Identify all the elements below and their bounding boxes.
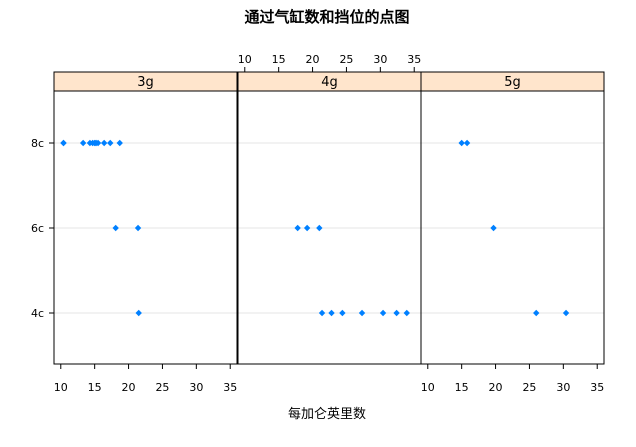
x-tick-label: 25 bbox=[522, 381, 536, 394]
data-point bbox=[328, 309, 335, 317]
x-tick-label: 35 bbox=[223, 381, 237, 394]
y-tick-label-8c: 8c bbox=[31, 137, 44, 150]
x-tick-label: 15 bbox=[455, 381, 469, 394]
x-tick-label: 15 bbox=[272, 53, 286, 66]
x-tick-label: 10 bbox=[54, 381, 68, 394]
strip-label-4g: 4g bbox=[321, 75, 338, 90]
data-point bbox=[358, 309, 366, 317]
x-tick-label: 20 bbox=[489, 381, 503, 394]
data-point bbox=[116, 139, 123, 147]
x-tick-label: 10 bbox=[238, 53, 252, 66]
x-tick-label: 30 bbox=[556, 381, 570, 394]
x-tick-label: 15 bbox=[88, 381, 102, 394]
x-tick-label: 30 bbox=[373, 53, 387, 66]
axes: 10 15 20 25 30 35 10 15 20 25 30 35 10 15 20 25 30 35 8c 6c… bbox=[31, 53, 604, 394]
chart-title: 通过气缸数和挡位的点图 bbox=[244, 8, 409, 26]
data-point bbox=[533, 309, 540, 317]
data-point bbox=[318, 309, 326, 317]
data-point bbox=[393, 309, 400, 317]
y-tick-label-4c: 4c bbox=[31, 307, 44, 320]
data-point bbox=[107, 139, 114, 147]
panel-3g: 3g bbox=[53, 71, 238, 365]
data-point bbox=[60, 139, 67, 147]
data-point bbox=[463, 139, 471, 147]
strip-label-3g: 3g bbox=[137, 75, 154, 90]
data-point bbox=[490, 224, 497, 232]
data-point bbox=[458, 139, 465, 147]
x-tick-label: 10 bbox=[421, 381, 435, 394]
x-tick-label: 25 bbox=[339, 53, 353, 66]
y-tick-label-6c: 6c bbox=[31, 222, 44, 235]
panel-5g: 5g bbox=[420, 71, 605, 365]
data-point bbox=[112, 224, 119, 232]
data-point bbox=[79, 139, 87, 147]
data-point bbox=[303, 224, 311, 232]
data-point bbox=[100, 139, 108, 147]
strip-label-5g: 5g bbox=[504, 75, 521, 90]
data-point bbox=[562, 309, 570, 317]
data-point bbox=[135, 309, 142, 317]
x-tick-label: 20 bbox=[122, 381, 136, 394]
x-tick-label: 30 bbox=[189, 381, 203, 394]
data-point bbox=[379, 309, 387, 317]
data-point bbox=[94, 139, 102, 147]
panels-layer: 3g 4g 5g 10 15 20 25 30 35 10 15 20 25 30 35 10 15 20 25 30… bbox=[31, 53, 605, 394]
x-tick-label: 20 bbox=[306, 53, 320, 66]
x-axis-label: 每加仑英里数 bbox=[288, 406, 366, 422]
data-point bbox=[134, 224, 142, 232]
data-point bbox=[294, 224, 301, 232]
x-tick-label: 35 bbox=[590, 381, 604, 394]
x-tick-label: 35 bbox=[407, 53, 421, 66]
panel-4g: 4g bbox=[237, 71, 422, 365]
data-point bbox=[339, 309, 346, 317]
panel-frame-5g bbox=[420, 90, 605, 365]
data-point bbox=[316, 224, 323, 232]
data-point bbox=[403, 309, 410, 317]
x-tick-label: 25 bbox=[155, 381, 169, 394]
